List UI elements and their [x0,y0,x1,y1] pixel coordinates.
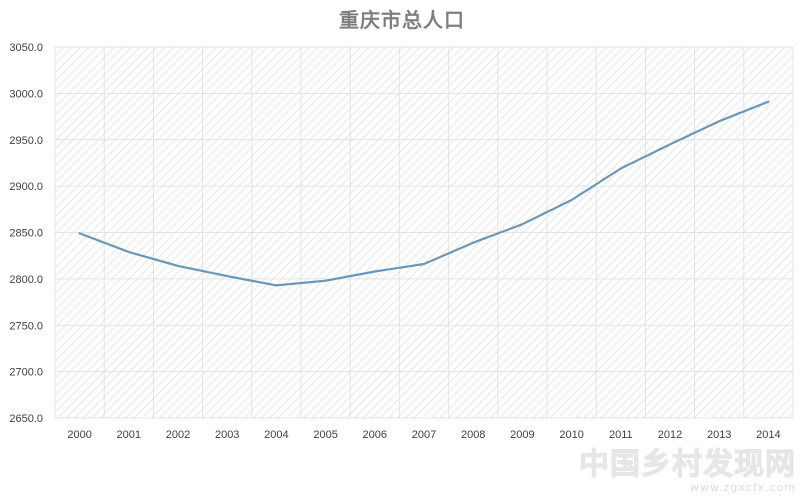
y-axis-tick-labels: 3050.0 3000.0 2950.0 2900.0 2850.0 2800.0 2750… [9,42,43,425]
data-point [274,283,279,288]
x-tick-label: 2005 [313,429,337,441]
x-tick-label: 2002 [166,429,190,441]
series-layer [77,99,771,288]
y-tick-label: 3000.0 [9,88,43,100]
x-tick-label: 2011 [609,429,633,441]
data-point [717,119,722,124]
data-point [766,99,771,104]
x-tick-label: 2006 [363,429,387,441]
y-tick-label: 2750.0 [9,320,43,332]
data-point [422,262,427,267]
y-tick-label: 2800.0 [9,274,43,286]
x-tick-label: 2010 [559,429,583,441]
y-tick-label: 2850.0 [9,228,43,240]
data-point [77,231,82,236]
chart-title: 重庆市总人口 [339,8,465,32]
x-tick-label: 2007 [412,429,436,441]
data-point [668,142,673,147]
y-tick-label: 2950.0 [9,135,43,147]
x-tick-label: 2012 [658,429,682,441]
watermark-text: 中国乡村发现网 [579,447,796,482]
data-point [126,249,131,254]
x-tick-label: 2013 [707,429,731,441]
watermark-url: www.zgxcfx.com [690,481,796,494]
data-point [323,278,328,283]
data-point [225,274,230,279]
x-tick-label: 2003 [215,429,239,441]
x-tick-label: 2009 [510,429,534,441]
data-point [520,222,525,227]
watermark: 中国乡村发现网 www.zgxcfx.com [579,447,796,494]
x-tick-label: 2008 [461,429,485,441]
data-point [176,263,181,268]
y-tick-label: 3050.0 [9,42,43,54]
data-point [618,166,623,171]
x-tick-label: 2001 [117,429,141,441]
y-tick-label: 2650.0 [9,413,43,425]
data-point [372,269,377,274]
data-point [569,198,574,203]
x-tick-label: 2004 [264,429,288,441]
y-tick-label: 2700.0 [9,367,43,379]
series-line [78,100,770,287]
data-point [471,240,476,245]
y-tick-label: 2900.0 [9,181,43,193]
x-axis-tick-labels: 2000 2001 2002 2003 2004 2005 2006 2007 2008 2009… [67,429,780,441]
x-tick-label: 2000 [67,429,91,441]
x-tick-label: 2014 [756,429,780,441]
